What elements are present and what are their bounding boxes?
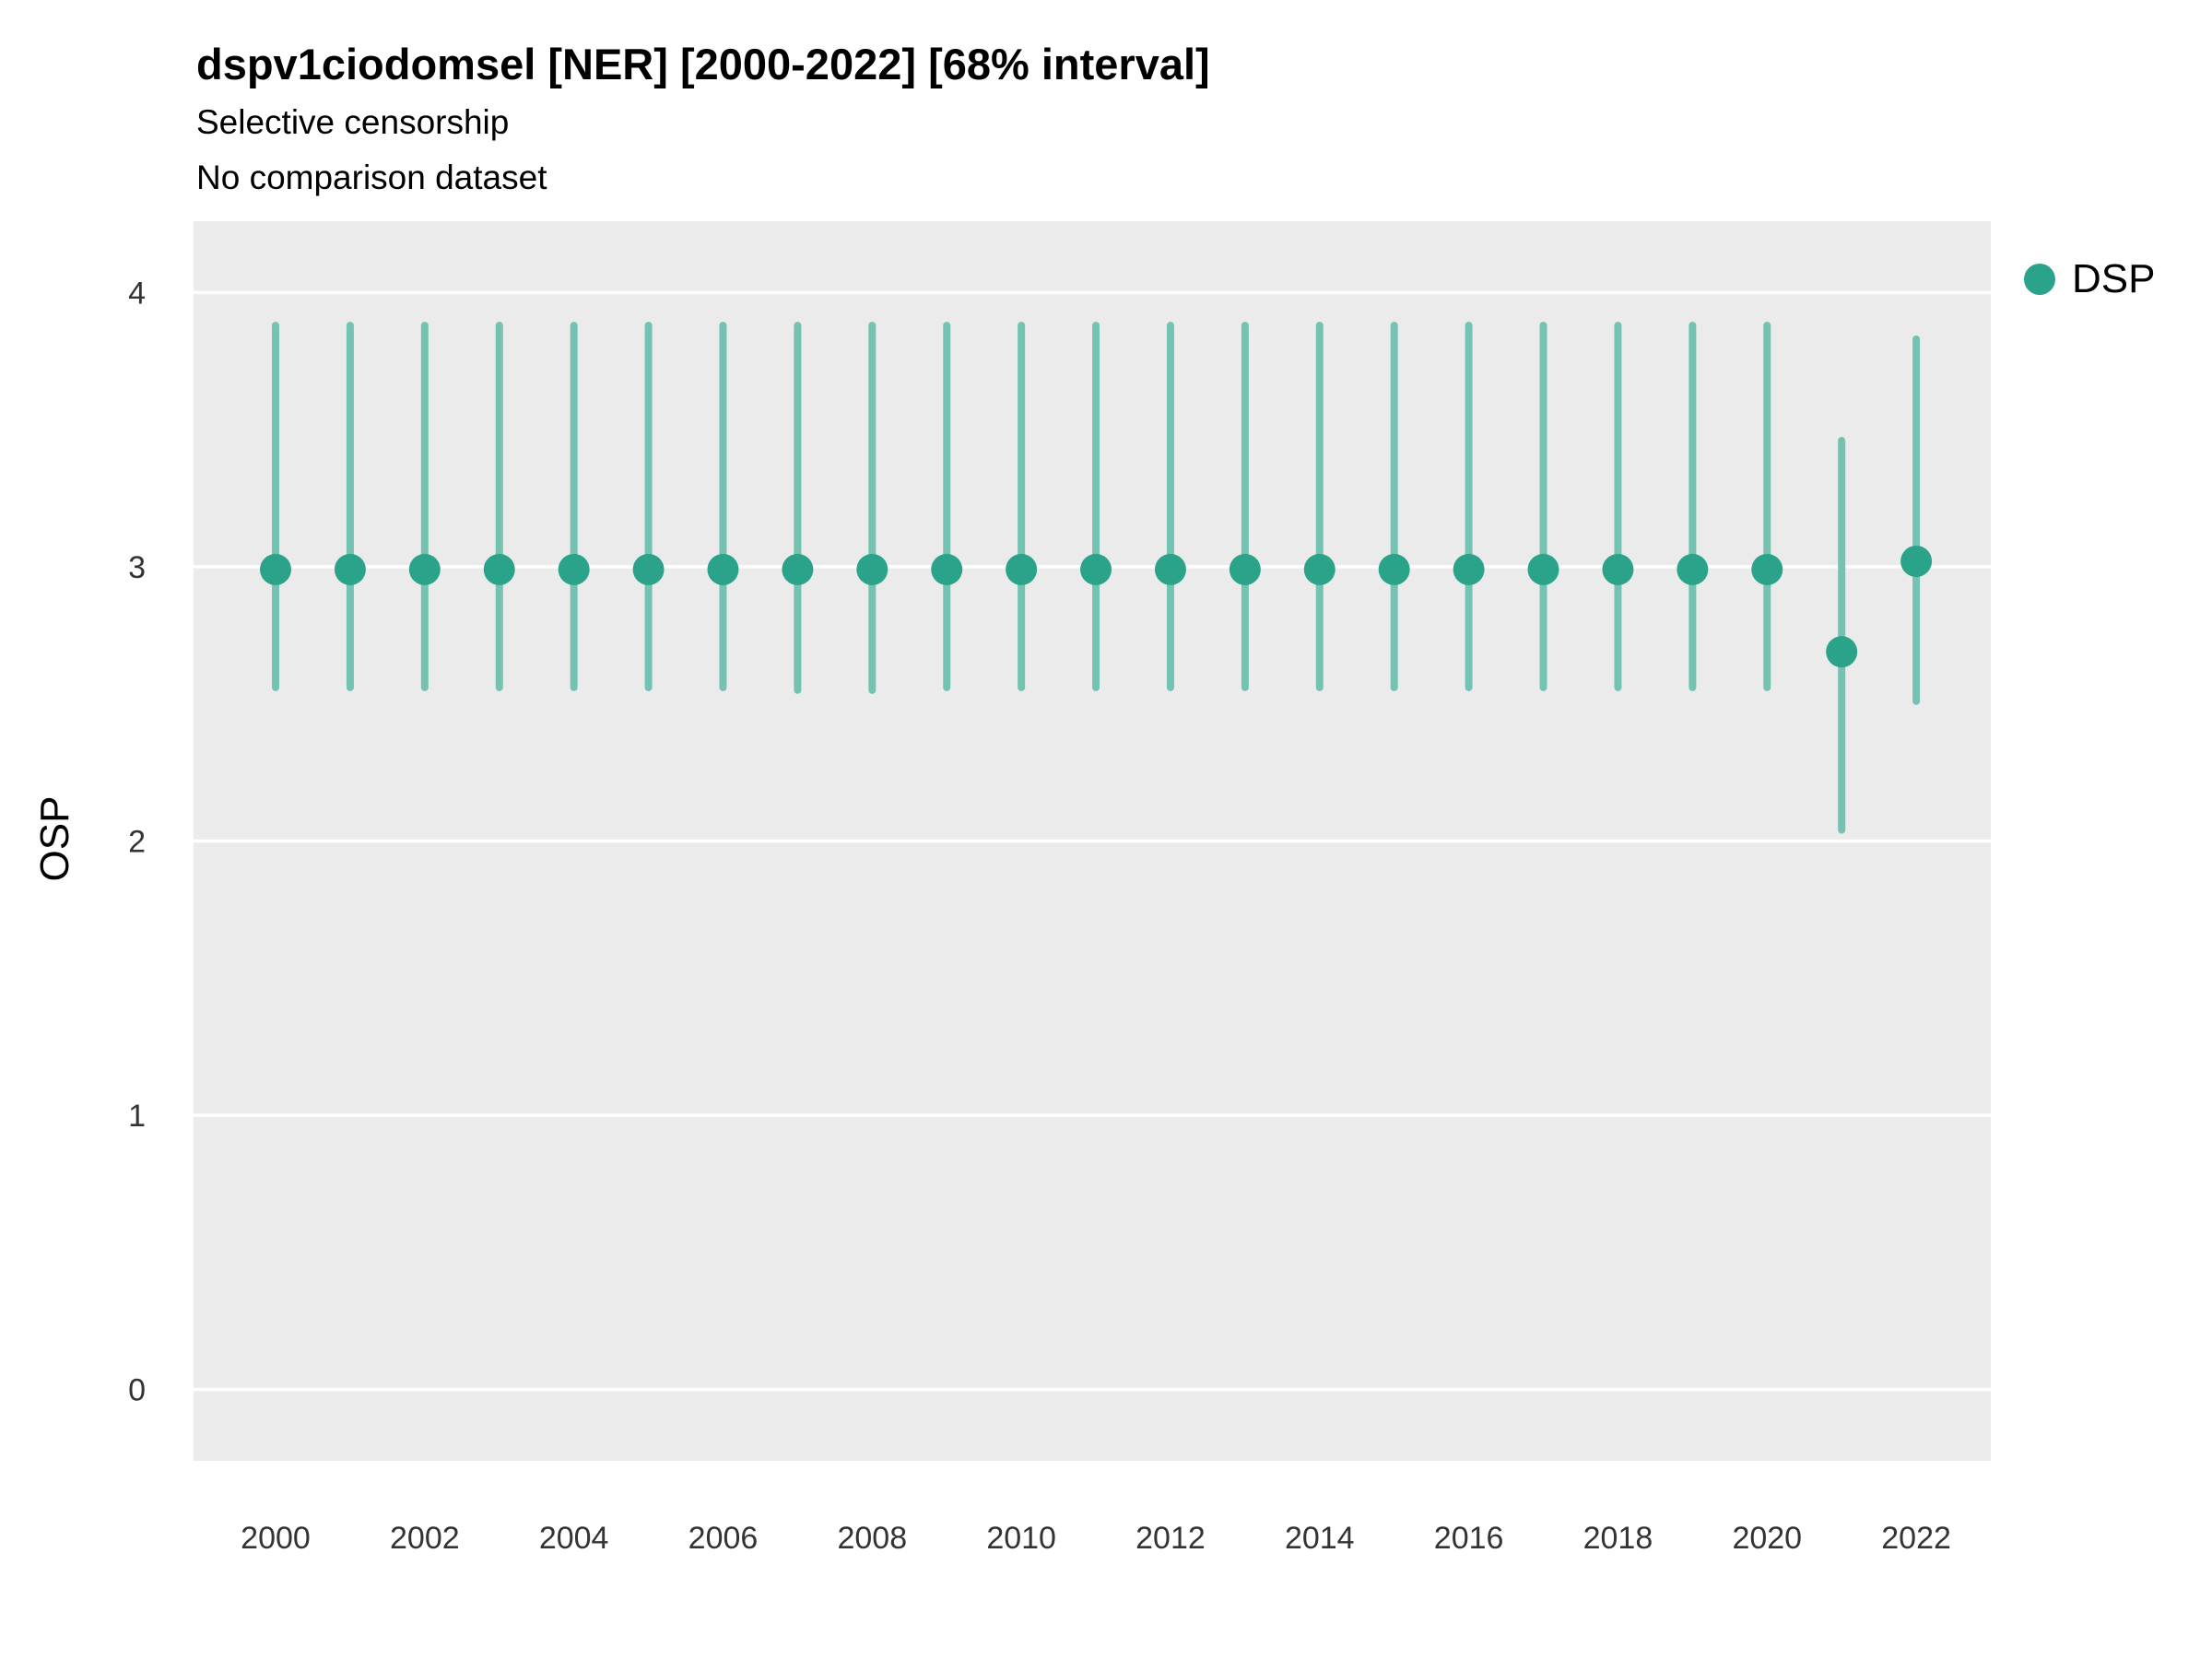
data-point — [483, 553, 515, 585]
data-point — [1378, 553, 1410, 585]
x-tick-label: 2006 — [688, 1521, 759, 1556]
data-point — [260, 553, 292, 585]
data-point — [1453, 553, 1485, 585]
data-point — [1900, 545, 1933, 577]
legend: DSP — [2024, 256, 2155, 302]
data-point — [707, 553, 739, 585]
y-tick-label: 2 — [128, 825, 146, 860]
x-tick-label: 2008 — [837, 1521, 907, 1556]
x-tick-label: 2016 — [1434, 1521, 1504, 1556]
data-point — [1303, 553, 1335, 585]
x-tick-label: 2018 — [1583, 1521, 1653, 1556]
chart-subtitle-1: Selective censorship — [196, 103, 510, 141]
data-point — [1826, 636, 1858, 668]
data-point — [1677, 553, 1709, 585]
y-tick-label: 0 — [128, 1373, 146, 1408]
y-tick-label: 4 — [128, 276, 146, 311]
data-point — [1602, 553, 1634, 585]
data-point — [558, 553, 590, 585]
data-point — [1229, 553, 1261, 585]
y-tick-label: 1 — [128, 1099, 146, 1134]
x-tick-label: 2014 — [1285, 1521, 1355, 1556]
x-tick-label: 2002 — [390, 1521, 460, 1556]
legend-dot-icon — [2024, 264, 2055, 295]
legend-label: DSP — [2072, 256, 2156, 301]
data-point — [931, 553, 963, 585]
x-tick-label: 2004 — [539, 1521, 609, 1556]
y-tick-label: 3 — [128, 550, 146, 585]
data-point — [632, 553, 665, 585]
data-point — [856, 553, 888, 585]
x-tick-label: 2000 — [241, 1521, 311, 1556]
data-point — [1006, 553, 1038, 585]
data-point — [408, 553, 441, 585]
data-point — [1154, 553, 1186, 585]
data-point — [334, 553, 366, 585]
chart-subtitle-2: No comparison dataset — [196, 159, 547, 196]
chart-title: dspv1ciodomsel [NER] [2000-2022] [68% in… — [196, 40, 1210, 88]
x-tick-label: 2010 — [986, 1521, 1056, 1556]
data-point — [782, 553, 814, 585]
x-tick-label: 2012 — [1135, 1521, 1206, 1556]
data-point — [1751, 553, 1783, 585]
data-point — [1080, 553, 1112, 585]
x-tick-label: 2020 — [1732, 1521, 1802, 1556]
data-point — [1527, 553, 1559, 585]
x-tick-label: 2022 — [1881, 1521, 1951, 1556]
